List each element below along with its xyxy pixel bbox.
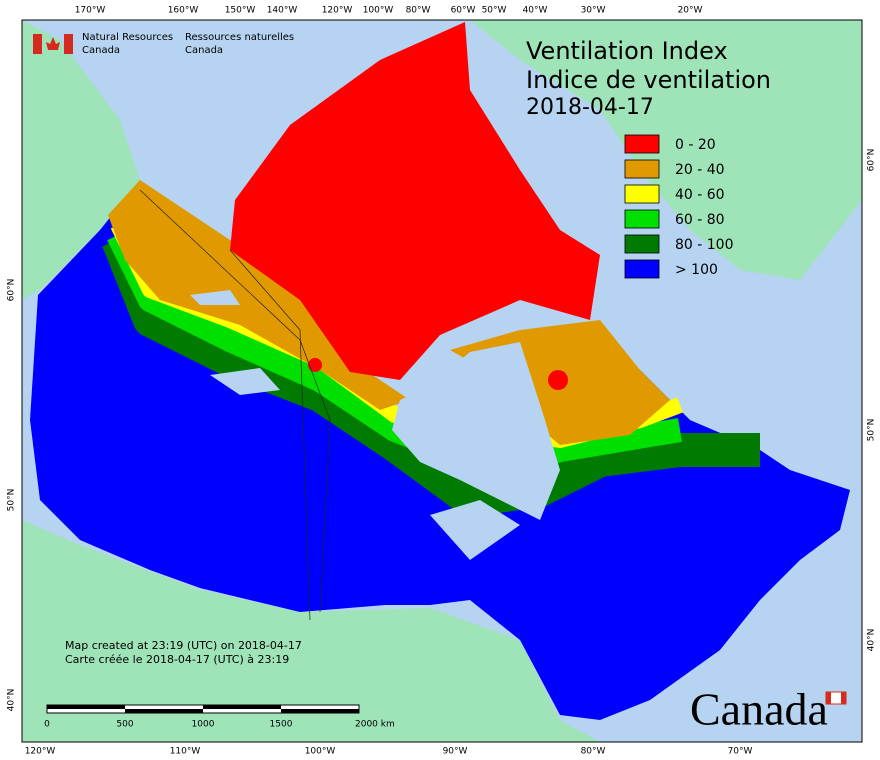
longitude-label: 90°W	[443, 747, 468, 757]
legend-swatch	[624, 159, 660, 179]
longitude-label: 150°W	[225, 6, 256, 16]
border	[139, 189, 331, 613]
map-frame	[21, 19, 863, 743]
longitude-label: 100°W	[363, 6, 394, 16]
org-en: Canada	[82, 45, 120, 56]
flag-leaf	[46, 37, 60, 50]
graticule-labels: 170°W 160°W 150°W 140°W 120°W 100°W 80°W 60°W 50…	[7, 6, 877, 757]
legend-label: > 100	[675, 262, 718, 278]
canada-wordmark: Canada	[690, 684, 847, 735]
longitude-label: 170°W	[75, 6, 106, 16]
scale-segment	[125, 709, 203, 713]
scale-segment	[47, 705, 125, 709]
zone-20-40-west	[108, 180, 410, 410]
legend-swatch	[624, 134, 660, 154]
title-en: Ventilation Index	[526, 37, 728, 65]
latitude-label: 40°N	[7, 689, 17, 712]
longitude-label: 120°W	[322, 6, 353, 16]
alaska	[22, 20, 140, 300]
legend-label: 40 - 60	[675, 187, 725, 203]
scale-bar: 0 500 1000 1500 2000 km	[44, 704, 395, 730]
longitude-label: 30°W	[581, 6, 606, 16]
org-en: Natural Resources	[82, 32, 173, 43]
legend: 0 - 20 20 - 40 40 - 60 60 - 80 80 - 100 > 100	[624, 134, 734, 279]
longitude-label: 80°W	[581, 747, 606, 757]
legend-swatch	[624, 234, 660, 254]
latitude-label: 50°N	[7, 489, 17, 512]
org-fr: Canada	[185, 45, 223, 56]
zone-80-100	[102, 233, 760, 517]
longitude-label: 120°W	[25, 747, 56, 757]
credit: Map created at 23:19 (UTC) on 2018-04-17	[65, 639, 302, 652]
scale-label: 1000	[192, 720, 215, 730]
scale-label: 1500	[270, 720, 293, 730]
legend-swatch	[624, 259, 660, 279]
scale-label: 0	[44, 720, 50, 730]
title-fr: Indice de ventilation	[526, 66, 771, 94]
longitude-label: 70°W	[728, 747, 753, 757]
zone-0-20-spot	[308, 358, 322, 372]
flag-bar	[841, 692, 846, 704]
longitude-label: 160°W	[168, 6, 199, 16]
scale-label: 500	[116, 720, 133, 730]
flag-bar	[826, 692, 831, 704]
usa	[22, 520, 600, 742]
scale-segment	[281, 709, 359, 713]
latitude-label: 60°N	[7, 279, 17, 302]
lake	[190, 290, 240, 305]
longitude-label: 110°W	[170, 747, 201, 757]
legend-label: 60 - 80	[675, 212, 725, 228]
map-area	[21, 19, 863, 743]
legend-swatch	[624, 184, 660, 204]
credit: Carte créée le 2018-04-17 (UTC) à 23:19	[65, 653, 289, 666]
legend-label: 0 - 20	[675, 137, 716, 153]
legend-label: 80 - 100	[675, 237, 734, 253]
latitude-label: 50°N	[867, 419, 877, 442]
longitude-label: 50°W	[482, 6, 507, 16]
longitude-label: 60°W	[451, 6, 476, 16]
longitude-label: 100°W	[305, 747, 336, 757]
border	[229, 249, 311, 621]
legend-label: 20 - 40	[675, 162, 725, 178]
title-date: 2018-04-17	[526, 95, 654, 120]
longitude-label: 80°W	[406, 6, 431, 16]
org-fr: Ressources naturelles	[185, 32, 294, 43]
wordmark: Canada	[690, 684, 828, 735]
legend-swatch	[624, 209, 660, 229]
zone-0-20-spot	[548, 370, 568, 390]
scale-label: 2000 km	[355, 720, 395, 730]
latitude-label: 40°N	[867, 629, 877, 652]
flag-bar	[64, 34, 73, 54]
lake	[210, 368, 280, 395]
nrcan-logo: Natural Resources Canada Ressources natu…	[33, 32, 294, 56]
great-lakes	[430, 500, 520, 560]
scale-segment	[203, 705, 281, 709]
longitude-label: 40°W	[523, 6, 548, 16]
longitude-label: 140°W	[267, 6, 298, 16]
longitude-label: 20°W	[678, 6, 703, 16]
greenland	[470, 20, 862, 280]
flag-bar	[33, 34, 42, 54]
latitude-label: 60°N	[867, 149, 877, 172]
zone-0-20	[230, 22, 600, 380]
hudson-bay	[392, 342, 560, 520]
